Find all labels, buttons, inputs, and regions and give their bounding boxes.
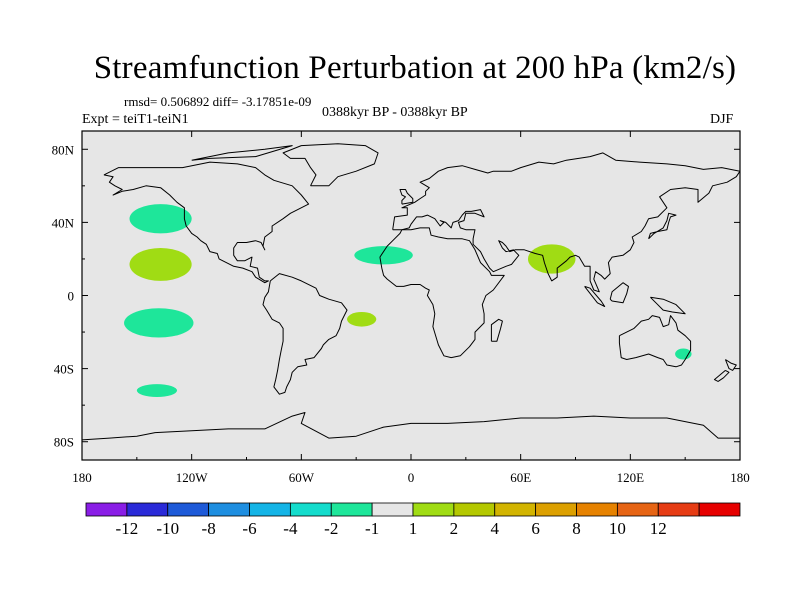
colorbar-swatch (371, 502, 414, 517)
coast-borneo (609, 282, 629, 304)
anomaly-south-pacific-negative (124, 308, 194, 338)
x-tick-label: 180 (72, 470, 92, 485)
coast-greenland (282, 143, 379, 187)
coast-new-zealand-s (713, 369, 730, 382)
anomaly-subtropical-pacific-positive (129, 247, 192, 281)
colorbar-swatch (576, 502, 618, 517)
x-tick-label: 120E (617, 470, 645, 485)
colorbar-swatch (85, 502, 128, 517)
axis-ticks: 180 120W 60W 0 60E 120E 180 80N 40N 0 40S 80S (52, 131, 750, 485)
period-label: 0388kyr BP - 0388kyr BP (322, 105, 468, 120)
coast-britain (399, 189, 414, 205)
experiment-label: Expt = teiT1-teiN1 (82, 112, 189, 127)
colorbar-swatch (330, 502, 373, 517)
x-tick-label: 60W (289, 470, 315, 485)
anomaly-north-africa-negative (354, 246, 413, 265)
colorbar-label: 10 (609, 519, 626, 538)
colorbar-swatch (535, 502, 577, 517)
colorbar-swatch (289, 502, 332, 517)
colorbar-label: 6 (531, 519, 540, 538)
coast-australia (618, 315, 692, 368)
coast-antarctica (81, 412, 740, 441)
y-tick-label: 40S (54, 362, 74, 377)
coast-eurasia (392, 152, 741, 293)
coast-north-america (103, 161, 310, 284)
coast-sumatra (584, 285, 606, 307)
anomaly-australia-negative (675, 348, 692, 360)
colorbar-label: 12 (650, 519, 667, 538)
colorbar-swatch (167, 502, 210, 517)
coast-new-zealand-n (724, 359, 737, 371)
colorbar-label: -1 (365, 519, 379, 538)
y-tick-label: 40N (52, 215, 75, 230)
x-tick-label: 60E (510, 470, 531, 485)
x-tick-label: 120W (176, 470, 209, 485)
stats-text: rmsd= 0.506892 diff= -3.17851e-09 (124, 94, 312, 109)
colorbar-label: -10 (156, 519, 179, 538)
colorbar-label: -4 (283, 519, 298, 538)
y-tick-label: 80S (54, 435, 74, 450)
anomaly-north-pacific-negative (129, 204, 192, 234)
coastlines (81, 143, 741, 441)
coast-japan (648, 212, 677, 240)
anomaly-southern-ocean-negative (136, 384, 178, 397)
x-tick-label: 180 (730, 470, 750, 485)
colorbar-swatch (657, 502, 700, 517)
coast-arctic-islands (191, 145, 293, 161)
coast-south-america (262, 273, 348, 395)
y-tick-label: 80N (52, 142, 75, 157)
coast-new-guinea (650, 296, 686, 315)
colorbar-swatch (698, 502, 741, 517)
map-area (82, 131, 740, 460)
colorbar-swatch (126, 502, 169, 517)
map-background (82, 131, 740, 460)
colorbar-label: -12 (116, 519, 139, 538)
colorbar-swatch (208, 502, 250, 517)
colorbar-swatch (616, 502, 659, 517)
colorbar-label: 2 (450, 519, 459, 538)
season-label: DJF (710, 112, 734, 127)
colorbar-label: 8 (572, 519, 581, 538)
colorbar-label: 4 (491, 519, 500, 538)
colorbar-swatch (412, 502, 455, 517)
colorbar-swatch (453, 502, 496, 517)
x-tick-label: 0 (408, 470, 415, 485)
colorbar-swatch (494, 502, 537, 517)
colorbar-label: 1 (409, 519, 418, 538)
coast-madagascar (490, 318, 503, 342)
colorbar-label: -6 (242, 519, 256, 538)
coast-africa (379, 227, 505, 359)
anomaly-india-positive (527, 244, 576, 274)
colorbar-label: -8 (202, 519, 216, 538)
colorbar: -12 -10 -8 -6 -4 -2 -1 1 2 4 6 8 10 12 (85, 502, 741, 538)
colorbar-label: -2 (324, 519, 338, 538)
chart-title: Streamfunction Perturbation at 200 hPa (… (93, 50, 737, 86)
y-tick-label: 0 (68, 289, 75, 304)
anomaly-south-atlantic-positive (347, 311, 377, 327)
colorbar-swatch (249, 502, 291, 517)
